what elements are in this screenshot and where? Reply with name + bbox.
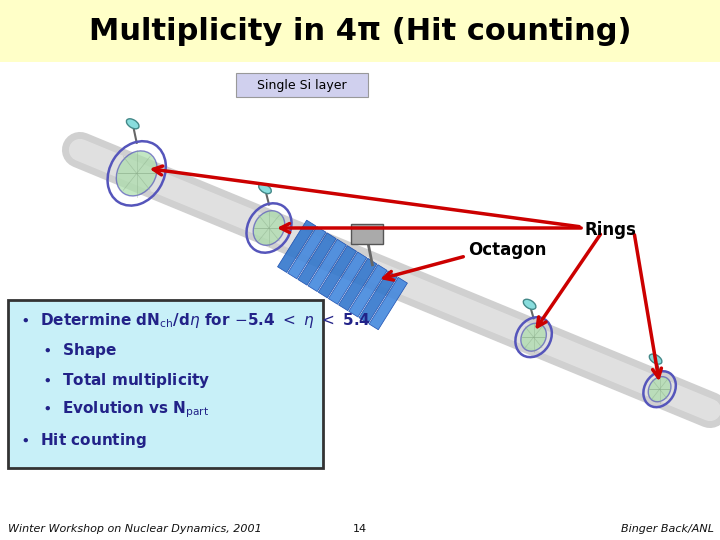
FancyBboxPatch shape xyxy=(236,73,368,97)
Text: Binger Back/ANL: Binger Back/ANL xyxy=(621,524,714,534)
Text: Octagon: Octagon xyxy=(468,241,546,259)
FancyBboxPatch shape xyxy=(8,300,323,468)
Text: $\bullet$  Shape: $\bullet$ Shape xyxy=(42,341,117,360)
Polygon shape xyxy=(288,226,326,279)
Text: $\bullet$  Hit counting: $\bullet$ Hit counting xyxy=(20,430,147,449)
Polygon shape xyxy=(338,258,377,310)
Text: $\bullet$  Evolution vs N$_{\mathsf{part}}$: $\bullet$ Evolution vs N$_{\mathsf{part}… xyxy=(42,400,210,420)
Polygon shape xyxy=(298,233,336,285)
Polygon shape xyxy=(348,265,387,317)
Bar xyxy=(0,0,720,62)
Ellipse shape xyxy=(258,184,271,194)
Text: Multiplicity in 4π (Hit counting): Multiplicity in 4π (Hit counting) xyxy=(89,17,631,45)
Polygon shape xyxy=(308,239,346,292)
Polygon shape xyxy=(369,278,408,330)
Text: $\bullet$  Total multiplicity: $\bullet$ Total multiplicity xyxy=(42,370,210,389)
Polygon shape xyxy=(359,271,397,323)
Ellipse shape xyxy=(127,119,139,129)
Ellipse shape xyxy=(523,299,536,309)
Text: $\bullet$  Determine dN$_{\mathsf{ch}}$/d$\eta$ for $-$5.4 $<$ $\eta$ $<$ 5.4: $\bullet$ Determine dN$_{\mathsf{ch}}$/d… xyxy=(20,310,371,329)
Ellipse shape xyxy=(253,211,285,245)
Polygon shape xyxy=(277,220,316,273)
FancyBboxPatch shape xyxy=(351,224,383,244)
Ellipse shape xyxy=(649,354,662,364)
Text: Winter Workshop on Nuclear Dynamics, 2001: Winter Workshop on Nuclear Dynamics, 200… xyxy=(8,524,262,534)
Text: Single Si layer: Single Si layer xyxy=(257,78,347,91)
Polygon shape xyxy=(328,252,366,305)
Ellipse shape xyxy=(648,376,671,402)
Text: Rings: Rings xyxy=(584,221,636,239)
Polygon shape xyxy=(318,246,356,298)
Ellipse shape xyxy=(117,151,157,196)
Ellipse shape xyxy=(521,323,546,351)
Text: 14: 14 xyxy=(353,524,367,534)
